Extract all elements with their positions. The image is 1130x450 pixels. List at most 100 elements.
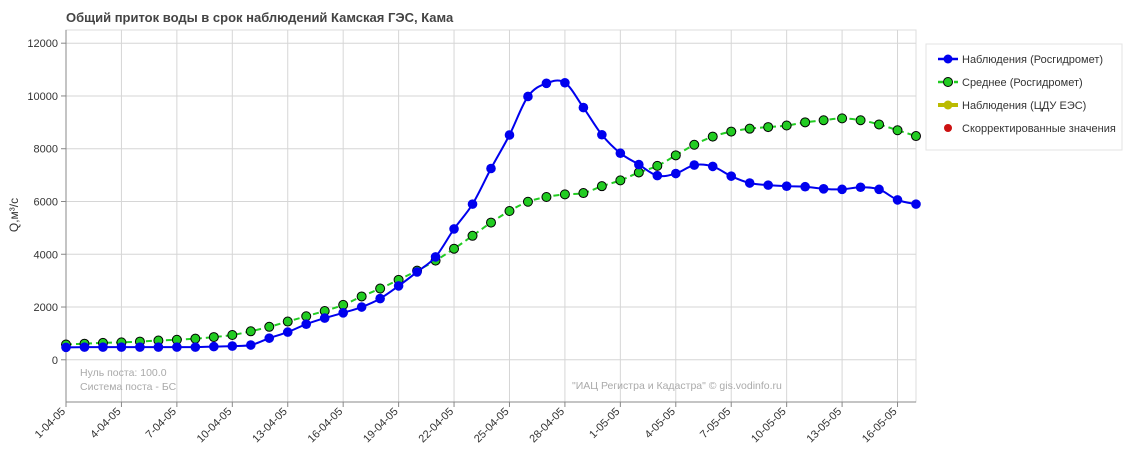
x-tick-label: 19-04-05 <box>361 406 401 446</box>
data-point-observations <box>837 184 847 195</box>
data-point-observations <box>615 148 626 159</box>
data-point-average <box>190 333 201 344</box>
data-point-average <box>245 326 256 337</box>
legend: Наблюдения (Росгидромет) Среднее (Росгид… <box>925 43 1123 151</box>
chart-title: Общий приток воды в срок наблюдений Камс… <box>66 10 454 25</box>
legend-label-average: Среднее (Росгидромет) <box>962 77 1083 89</box>
data-point-average <box>578 188 589 199</box>
data-point-average <box>227 329 238 340</box>
x-tick-label: 10-05-05 <box>749 406 789 446</box>
data-point-observations <box>634 159 644 170</box>
data-point-average <box>670 150 681 161</box>
data-point-average <box>874 119 885 130</box>
x-tick-label: 4-04-05 <box>88 406 123 441</box>
data-point-observations <box>319 313 330 323</box>
data-point-observations <box>578 102 589 113</box>
x-tick-label: 10-04-05 <box>195 406 235 446</box>
data-point-average <box>596 181 607 192</box>
legend-marker-icon <box>944 124 952 132</box>
data-point-observations <box>597 129 607 140</box>
data-point-observations <box>135 342 145 352</box>
data-point-average <box>689 139 700 150</box>
y-axis-label: Q,м³/с <box>7 198 21 232</box>
data-point-average <box>467 230 478 241</box>
data-point-observations <box>153 342 164 352</box>
x-tick-label: 4-05-05 <box>643 406 678 441</box>
data-point-average <box>781 120 792 131</box>
data-point-observations <box>763 180 773 190</box>
data-point-observations <box>375 293 385 304</box>
data-point-observations <box>245 340 256 350</box>
data-point-average <box>837 113 848 124</box>
legend-item-observations-cdu[interactable]: Наблюдения (ЦДУ ЕЭС) <box>938 100 1086 112</box>
zero-post-note: Нуль поста: 100.0 <box>80 367 167 379</box>
legend-item-average[interactable]: Среднее (Росгидромет) <box>938 77 1083 89</box>
legend-item-observations[interactable]: Наблюдения (Росгидромет) <box>938 54 1103 66</box>
data-point-observations <box>486 163 496 174</box>
x-tick-label: 7-04-05 <box>144 406 179 441</box>
system-note: Система поста - БС <box>80 381 177 393</box>
x-tick-label: 25-04-05 <box>472 406 512 446</box>
x-tick-label: 28-04-05 <box>527 406 567 446</box>
data-point-observations <box>707 161 718 172</box>
data-point-observations <box>393 281 404 291</box>
data-point-observations <box>670 168 681 179</box>
data-point-average <box>652 160 663 171</box>
x-tick-label: 13-04-05 <box>250 406 290 446</box>
data-point-average <box>522 196 533 207</box>
data-point-average <box>763 122 774 133</box>
legend-item-corrected[interactable]: Скорректированные значения <box>944 123 1116 135</box>
data-point-observations <box>726 171 737 181</box>
data-point-observations <box>911 199 921 209</box>
data-point-observations <box>818 184 829 194</box>
data-point-observations <box>172 342 182 352</box>
y-tick-label: 2000 <box>34 302 58 314</box>
y-tick-label: 8000 <box>34 144 58 156</box>
data-point-average <box>486 217 496 228</box>
data-point-observations <box>356 302 367 312</box>
data-point-average <box>504 205 515 216</box>
data-point-average <box>449 243 460 254</box>
data-point-observations <box>430 252 441 262</box>
y-tick-label: 4000 <box>34 249 58 261</box>
x-tick-label: 13-05-05 <box>805 406 845 446</box>
data-point-observations <box>652 170 663 181</box>
data-point-observations <box>689 160 700 170</box>
data-point-observations <box>874 184 884 195</box>
data-point-observations <box>227 341 238 351</box>
data-point-average <box>356 291 367 302</box>
data-point-average <box>707 131 718 142</box>
data-point-observations <box>855 182 866 193</box>
data-point-observations <box>781 181 792 191</box>
data-point-observations <box>892 195 903 205</box>
grid-lines <box>65 30 916 402</box>
data-point-average <box>615 175 626 186</box>
data-point-observations <box>338 308 348 318</box>
data-point-observations <box>264 333 275 343</box>
data-point-observations <box>301 319 312 329</box>
data-point-observations <box>523 91 533 102</box>
data-point-observations <box>744 178 755 188</box>
x-tick-label: 22-04-05 <box>417 406 457 446</box>
data-point-observations <box>282 327 293 337</box>
series-observations <box>61 77 921 353</box>
data-point-average <box>818 115 829 126</box>
y-tick-label: 12000 <box>27 38 58 50</box>
series-average <box>61 113 921 350</box>
data-point-observations <box>504 130 515 140</box>
data-point-average <box>282 316 293 327</box>
data-point-average <box>541 192 552 203</box>
data-point-average <box>855 115 866 126</box>
y-tick-label: 10000 <box>27 91 58 103</box>
x-tick-label: 7-05-05 <box>698 406 733 441</box>
data-point-observations <box>79 342 90 352</box>
legend-box <box>925 43 1123 151</box>
data-point-observations <box>116 342 127 352</box>
data-point-observations <box>449 224 459 234</box>
y-tick-label: 6000 <box>34 196 58 208</box>
y-axis: 0 2000 4000 6000 8000 10000 12000 <box>27 30 67 402</box>
data-point-observations <box>61 342 71 353</box>
data-point-observations <box>467 199 478 209</box>
legend-label-corrected: Скорректированные значения <box>962 123 1116 135</box>
